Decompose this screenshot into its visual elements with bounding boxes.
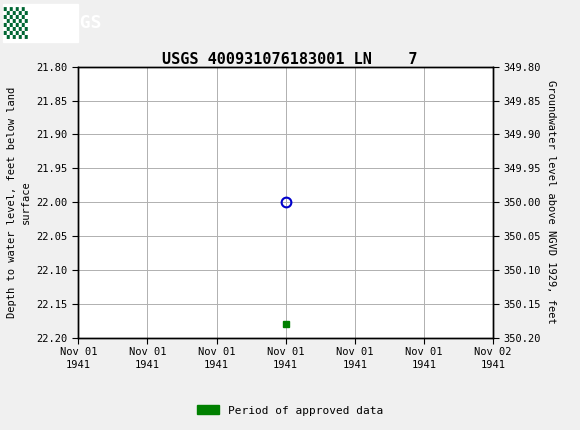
Y-axis label: Groundwater level above NGVD 1929, feet: Groundwater level above NGVD 1929, feet	[546, 80, 556, 324]
Y-axis label: Depth to water level, feet below land
surface: Depth to water level, feet below land su…	[7, 86, 31, 318]
Text: USGS: USGS	[58, 14, 102, 31]
FancyBboxPatch shape	[3, 3, 78, 42]
Legend: Period of approved data: Period of approved data	[193, 401, 387, 420]
Text: USGS 400931076183001 LN    7: USGS 400931076183001 LN 7	[162, 52, 418, 67]
Text: ▒: ▒	[3, 6, 27, 39]
